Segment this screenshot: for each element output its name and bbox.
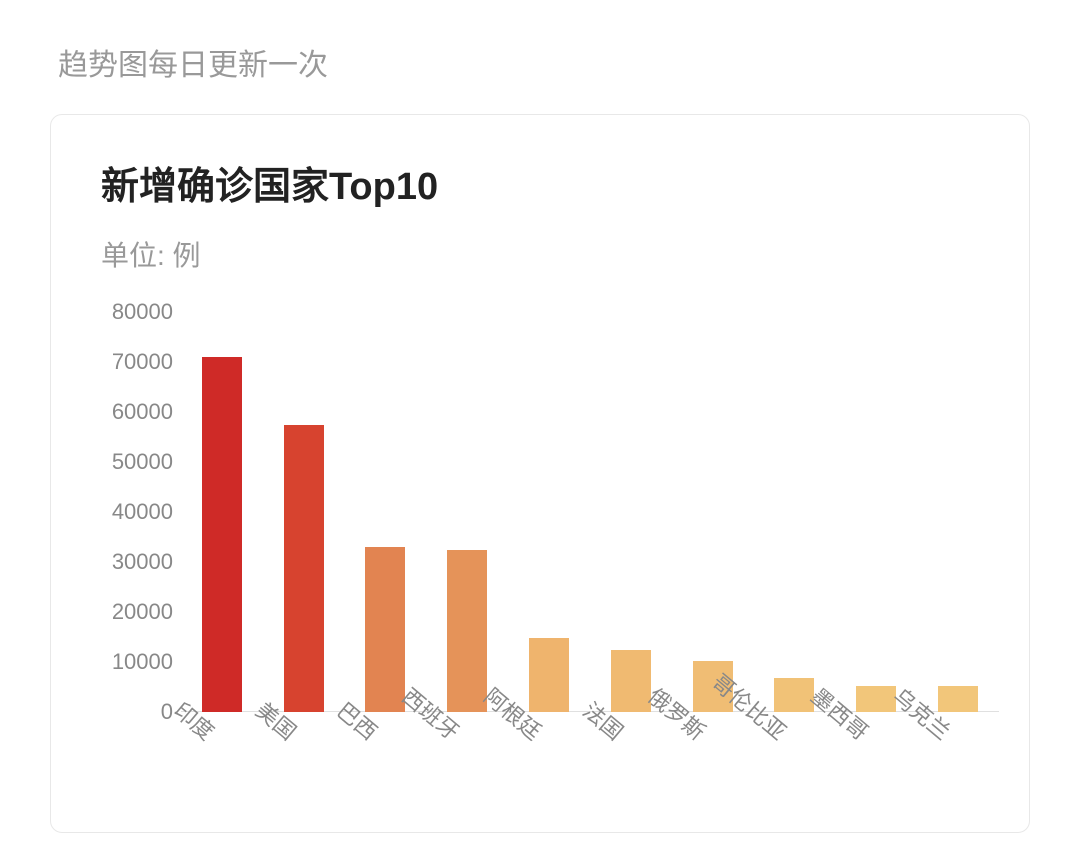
chart-area: 0100002000030000400005000060000700008000… (81, 312, 999, 802)
chart-card: 新增确诊国家Top10 单位: 例 0100002000030000400005… (50, 114, 1030, 833)
bar-column (263, 312, 345, 712)
y-tick: 60000 (112, 399, 173, 425)
y-tick: 10000 (112, 649, 173, 675)
bar (365, 547, 405, 712)
x-label-column: 法国 (590, 712, 672, 802)
bar-column (181, 312, 263, 712)
chart-title: 新增确诊国家Top10 (101, 155, 999, 210)
x-label-column: 哥伦比亚 (754, 712, 836, 802)
x-label-column: 西班牙 (426, 712, 508, 802)
header-note: 趋势图每日更新一次 (58, 40, 1030, 84)
y-tick: 80000 (112, 299, 173, 325)
x-labels-row: 印度美国巴西西班牙阿根廷法国俄罗斯哥伦比亚墨西哥乌克兰 (181, 712, 999, 802)
y-tick: 40000 (112, 499, 173, 525)
x-label-column: 阿根廷 (508, 712, 590, 802)
bar-column (917, 312, 999, 712)
x-label-column: 巴西 (345, 712, 427, 802)
bar-column (508, 312, 590, 712)
y-tick: 20000 (112, 599, 173, 625)
x-label-column: 美国 (263, 712, 345, 802)
bar (202, 357, 242, 712)
y-tick: 70000 (112, 349, 173, 375)
bar-column (345, 312, 427, 712)
bar (447, 550, 487, 713)
y-tick: 30000 (112, 549, 173, 575)
bar-column (590, 312, 672, 712)
chart-subtitle: 单位: 例 (101, 234, 999, 274)
plot-area: 印度美国巴西西班牙阿根廷法国俄罗斯哥伦比亚墨西哥乌克兰 (181, 312, 999, 802)
x-label-column: 俄罗斯 (672, 712, 754, 802)
x-label-column: 印度 (181, 712, 263, 802)
x-label-column: 墨西哥 (835, 712, 917, 802)
bar-column (754, 312, 836, 712)
x-label-column: 乌克兰 (917, 712, 999, 802)
bar-column (426, 312, 508, 712)
bar (529, 638, 569, 712)
bar (938, 686, 978, 712)
y-axis: 0100002000030000400005000060000700008000… (81, 312, 181, 802)
bar-column (835, 312, 917, 712)
bars-row (181, 312, 999, 712)
bar (284, 425, 324, 713)
bar-column (672, 312, 754, 712)
y-tick: 50000 (112, 449, 173, 475)
